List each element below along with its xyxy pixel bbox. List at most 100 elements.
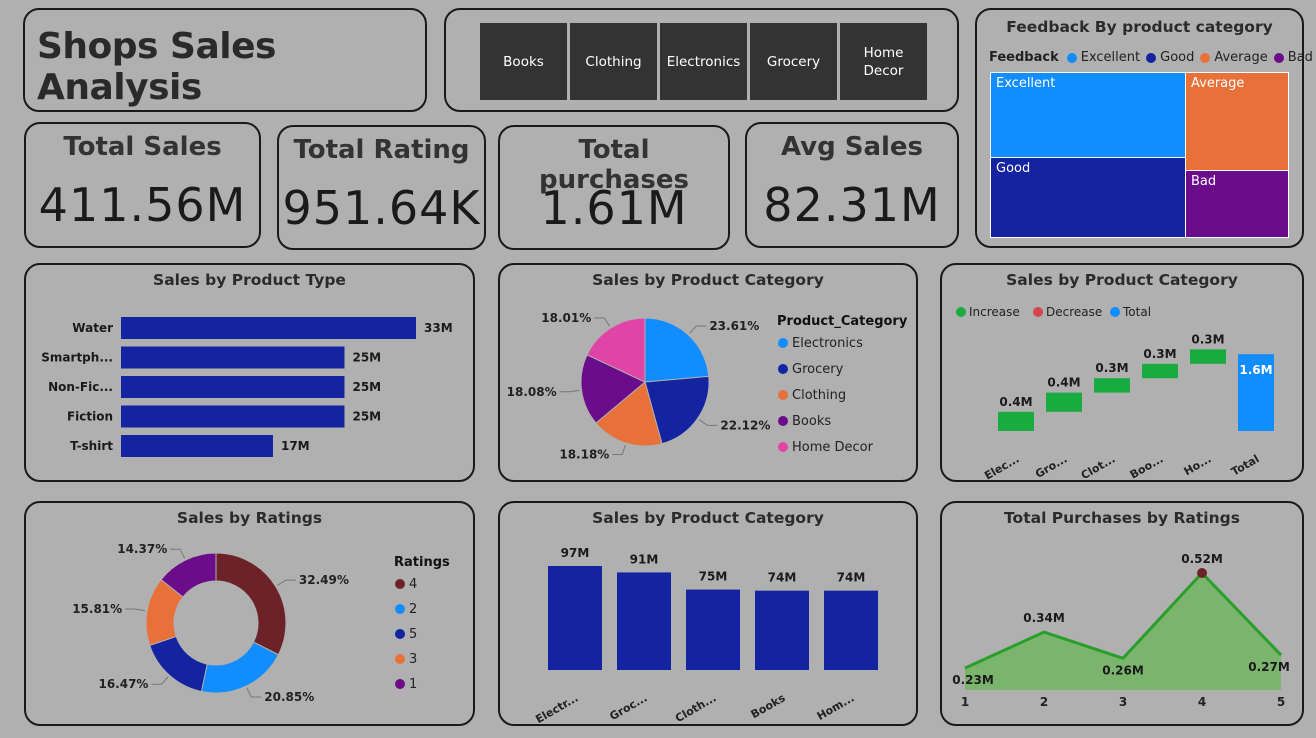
legend-marker-1 — [395, 679, 405, 689]
waterfall-bar-gro — [1046, 392, 1082, 412]
waterfall-category-label: Boo... — [1128, 452, 1166, 480]
legend-marker-3 — [395, 654, 405, 664]
legend-dot-bad — [1273, 52, 1284, 63]
sales-by-product-type-card: Sales by Product Type Water 33M Smartph...… — [24, 263, 475, 482]
treemap-cell-average[interactable]: Average — [1185, 72, 1289, 171]
treemap-legend: Feedback Excellent Good Average Bad — [989, 50, 1313, 65]
area-x-tick-label: 5 — [1277, 695, 1285, 709]
slice-leader-line — [277, 579, 296, 586]
legend-label: 3 — [409, 652, 417, 667]
area-x-tick-label: 1 — [961, 695, 969, 709]
bar-category-label: Smartph... — [41, 351, 113, 365]
waterfall-data-label: 0.3M — [1143, 347, 1176, 361]
category-slicer: Books Clothing Electronics Grocery Home … — [444, 8, 959, 112]
legend-dot-good — [1146, 52, 1157, 63]
bar-category-label: Fiction — [67, 410, 113, 424]
slicer-item-grocery[interactable]: Grocery — [750, 23, 837, 100]
slice-data-label: 18.01% — [541, 311, 591, 325]
slice-5 — [149, 635, 208, 693]
slice-data-label: 16.47% — [98, 677, 148, 691]
slice-clothing — [595, 381, 663, 447]
column-category-label: Groc... — [607, 691, 649, 723]
area-data-label: 0.26M — [1102, 663, 1144, 677]
column-books — [755, 590, 809, 670]
column-data-label: 75M — [699, 570, 728, 584]
column-data-label: 97M — [561, 546, 590, 560]
column-data-label: 74M — [837, 571, 866, 585]
slice-data-label: 22.12% — [720, 418, 770, 432]
pie-chart: 23.61% 22.12% 18.18% 18.08% 18.01% Product_Ca… — [507, 311, 908, 462]
slice-electronics — [644, 317, 710, 383]
bar-category-label: Water — [72, 321, 113, 335]
legend-title: Feedback — [989, 50, 1059, 65]
legend-label: 2 — [409, 602, 417, 617]
slice-data-label: 32.49% — [299, 573, 349, 587]
waterfall-data-label: 0.4M — [999, 395, 1032, 409]
legend-label: Grocery — [792, 362, 844, 377]
chart-title: Sales by Product Category — [592, 271, 824, 289]
waterfall-data-label: 0.3M — [1191, 332, 1224, 346]
kpi-total-purchases: Total purchases 1.61M — [498, 125, 730, 250]
treemap-cell-good[interactable]: Good — [990, 157, 1186, 238]
area-data-label: 0.23M — [952, 673, 994, 687]
column-category-label: Cloth... — [673, 691, 718, 724]
column-category-label: Electr... — [533, 691, 580, 724]
treemap-cell-excellent[interactable]: Excellent — [990, 72, 1186, 158]
page-title: Shops Sales Analysis — [37, 26, 276, 108]
legend-label-excellent: Excellent — [1080, 50, 1141, 65]
column-electr — [548, 566, 602, 670]
slicer-item-home-decor[interactable]: Home Decor — [840, 23, 927, 100]
waterfall-category-label: Gro... — [1033, 452, 1069, 480]
sales-by-category-column-card: Sales by Product Category 97M Electr... 91… — [498, 501, 918, 726]
kpi-label: Total Rating — [293, 135, 470, 165]
slice-leader-line — [689, 325, 707, 334]
legend-label: Clothing — [792, 388, 846, 403]
kpi-total-rating: Total Rating 951.64K — [277, 125, 486, 250]
legend-label: 1 — [409, 677, 417, 692]
bar-category-label: Non-Fic... — [48, 380, 113, 394]
column-category-label: Books — [749, 691, 788, 721]
legend-label: 4 — [409, 577, 417, 592]
legend-marker-increase — [956, 307, 966, 317]
waterfall-bar-total — [1238, 354, 1274, 431]
chart-title: Sales by Product Category — [592, 509, 824, 527]
waterfall-data-label: 1.6M — [1239, 363, 1272, 377]
column-groc — [617, 572, 671, 670]
slice-data-label: 20.85% — [264, 690, 314, 704]
waterfall-category-label: Clot... — [1079, 452, 1118, 480]
legend-marker-electronics — [778, 338, 788, 348]
slice-leader-line — [170, 548, 186, 559]
bar-t-shirt — [121, 435, 273, 457]
bar-data-label: 33M — [424, 321, 453, 335]
legend-marker-books — [778, 416, 788, 426]
slice-leader-line — [612, 444, 626, 456]
bar-data-label: 17M — [281, 439, 310, 453]
sales-by-ratings-card: Sales by Ratings 32.49% 20.85% 16.47% 15.81… — [24, 501, 475, 726]
sales-by-category-waterfall-card: Sales by Product Category Increase Decrea… — [940, 263, 1304, 482]
area-data-label: 0.27M — [1248, 660, 1290, 674]
area-chart: 0.23M 1 0.34M 2 0.26M 3 0.52M 4 0.27M 5 — [952, 552, 1290, 709]
legend-label: Home Decor — [792, 440, 874, 455]
chart-title: Feedback By product category — [1006, 18, 1273, 36]
slice-leader-line — [698, 419, 718, 426]
kpi-total-sales: Total Sales 411.56M — [24, 122, 261, 248]
bar-data-label: 25M — [352, 380, 381, 394]
waterfall-category-label: Ho... — [1182, 452, 1214, 478]
legend-label: Total — [1122, 305, 1151, 319]
waterfall-chart: Increase Decrease Total 0.4M Elec... 0.4M Gro.… — [956, 305, 1274, 480]
area-x-tick-label: 2 — [1040, 695, 1048, 709]
slicer-item-books[interactable]: Books — [480, 23, 567, 100]
slice-leader-line — [125, 608, 146, 612]
kpi-value: 82.31M — [763, 178, 941, 232]
slice-data-label: 18.18% — [559, 448, 609, 462]
slicer-item-clothing[interactable]: Clothing — [570, 23, 657, 100]
legend-marker-5 — [395, 629, 405, 639]
chart-title: Total Purchases by Ratings — [1004, 509, 1240, 527]
slicer-item-electronics[interactable]: Electronics — [660, 23, 747, 100]
legend-label: Increase — [969, 305, 1020, 319]
chart-title: Sales by Product Category — [1006, 271, 1238, 289]
treemap-cell-bad[interactable]: Bad — [1185, 170, 1289, 238]
chart-title: Sales by Ratings — [176, 509, 323, 527]
kpi-label: Total Sales — [63, 132, 222, 162]
column-data-label: 91M — [630, 552, 659, 566]
